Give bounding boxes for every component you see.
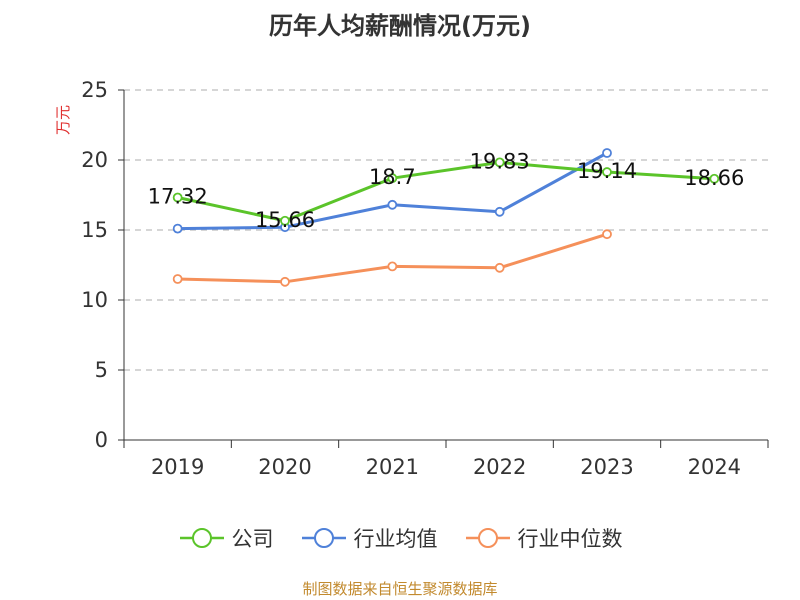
- x-tick-label: 2023: [580, 455, 633, 479]
- data-label: 19.83: [470, 149, 530, 173]
- data-point: [602, 167, 612, 177]
- legend-label: 行业中位数: [517, 527, 623, 551]
- y-axis-label: 万元: [54, 105, 72, 135]
- series-line: [177, 160, 715, 223]
- legend-item[interactable]: 公司: [178, 523, 274, 553]
- data-point: [709, 173, 720, 184]
- data-point: [172, 192, 183, 203]
- x-tick-label: 2020: [258, 455, 311, 479]
- legend-label: 公司: [231, 527, 274, 551]
- legend-marker-icon: [179, 528, 224, 548]
- x-tick-label: 2019: [151, 455, 204, 479]
- data-label: 18.7: [369, 165, 416, 189]
- data-point: [172, 274, 183, 284]
- legend-item[interactable]: 行业均值: [300, 523, 438, 553]
- data-point: [172, 223, 183, 234]
- y-tick-label: 5: [95, 358, 108, 382]
- data-point: [602, 148, 612, 158]
- legend: 公司 行业均值 行业中位数: [0, 520, 800, 556]
- source-note: 制图数据来自恒生聚源数据库: [302, 580, 498, 598]
- y-tick-label: 15: [81, 218, 108, 242]
- x-tick-label: 2021: [366, 455, 419, 479]
- data-point: [387, 261, 398, 272]
- y-tick-label: 25: [81, 78, 108, 102]
- y-tick-label: 10: [81, 288, 108, 312]
- legend-item[interactable]: 行业中位数: [464, 523, 623, 553]
- data-label: 19.14: [577, 159, 637, 183]
- data-point: [494, 262, 505, 273]
- y-tick-label: 20: [81, 148, 108, 172]
- data-point: [494, 206, 505, 217]
- x-tick-label: 2022: [473, 455, 526, 479]
- legend-label: 行业均值: [353, 527, 438, 551]
- data-label: 15.66: [255, 208, 315, 232]
- data-point: [280, 276, 290, 287]
- series-line: [177, 232, 608, 284]
- legend-marker-icon: [465, 528, 510, 548]
- y-tick-label: 0: [95, 428, 108, 452]
- chart-title: 历年人均薪酬情况(万元): [269, 12, 531, 40]
- data-label: 17.32: [148, 185, 208, 209]
- legend-marker-icon: [301, 528, 346, 548]
- data-point: [494, 157, 505, 168]
- x-tick-label: 2024: [688, 455, 741, 479]
- data-label: 18.66: [684, 166, 744, 190]
- data-point: [280, 215, 290, 226]
- data-point: [387, 173, 398, 184]
- data-point: [387, 199, 398, 210]
- data-point: [602, 229, 612, 240]
